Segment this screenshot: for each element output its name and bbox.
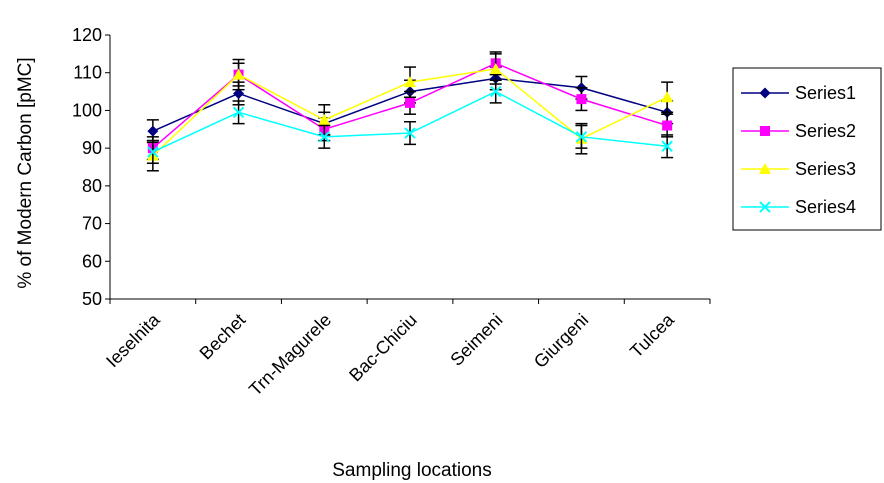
series-4-point-6-b (575, 131, 588, 143)
series-4-point-5-b (490, 85, 502, 98)
x-axis-title: Sampling locations (332, 460, 491, 481)
legend-marker (759, 163, 771, 174)
y-tick-label-50: 50 (82, 289, 102, 309)
series-1-point-2 (233, 87, 245, 99)
y-axis-title: % of Modern Carbon [pMC] (15, 57, 36, 288)
x-tick-label-trn-magurele: Trn-Magurele (245, 310, 335, 400)
series-4-point-2-b (232, 106, 245, 119)
series-4-point-3-b (318, 131, 330, 143)
series-4-point-7 (661, 140, 673, 152)
y-tick-label-70: 70 (82, 214, 102, 234)
y-tick-label-80: 80 (82, 176, 102, 196)
x-tick-label-bechet: Bechet (196, 310, 250, 364)
x-tick-label-seimeni: Seimeni (446, 310, 506, 370)
series-4-point-4 (404, 127, 416, 139)
series-layer (146, 51, 674, 172)
y-tick-label-100: 100 (72, 100, 102, 120)
y-tick-label-120: 120 (72, 25, 102, 45)
legend-box (732, 67, 882, 231)
legend-marker (759, 201, 771, 213)
legend-marker (760, 126, 770, 136)
legend-item-2: Series2 (741, 121, 856, 141)
series-4-point-1-b (147, 146, 159, 158)
legend-item-4: Series4 (741, 197, 856, 217)
series-4-point-3 (318, 131, 330, 143)
legend-label: Series3 (795, 159, 856, 179)
series-3-point-2 (232, 68, 245, 80)
series-4-point-5 (490, 85, 502, 98)
series-4-point-6 (575, 131, 588, 143)
series-3-point-4 (404, 76, 416, 88)
legend-marker-b (759, 201, 771, 213)
series-2-point-6 (576, 94, 587, 105)
x-tick-label-bac-chiciu: Bac-Chiciu (345, 310, 421, 386)
series-4-point-1 (147, 146, 159, 158)
series-3-point-5 (489, 62, 502, 74)
legend-label: Series2 (795, 121, 856, 141)
y-tick-label-60: 60 (82, 251, 102, 271)
y-tick-label-110: 110 (73, 63, 102, 83)
x-tick-label-tulcea: Tulcea (626, 309, 679, 362)
series-2-point-4 (405, 97, 415, 108)
legend: Series1 Series2 Series3 Series4 (732, 67, 882, 231)
x-tick-label-giurgeni: Giurgeni (530, 310, 592, 372)
legend-item-3: Series3 (741, 159, 856, 179)
series-1-point-1 (147, 125, 159, 137)
legend-item-1: Series1 (741, 83, 856, 103)
series-4-point-7-b (661, 140, 673, 152)
legend-marker (759, 87, 771, 99)
x-tick-label-ieselnita: Ieselnita (102, 309, 164, 371)
series-4 (146, 79, 674, 164)
y-tick-label-90: 90 (82, 138, 102, 158)
series-2-point-7 (662, 120, 673, 131)
legend-label: Series4 (795, 197, 856, 217)
series-3-point-3 (318, 113, 331, 125)
y-axis: 50 60 70 80 90 100 110 120 (72, 25, 111, 309)
series-4-point-4-b (404, 127, 416, 139)
series-3-point-7 (661, 91, 674, 103)
legend-label: Series1 (795, 83, 856, 103)
series-4-point-2 (232, 106, 245, 119)
